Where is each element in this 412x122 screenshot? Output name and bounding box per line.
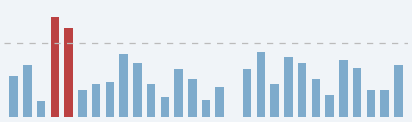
Bar bbox=[188, 79, 197, 117]
Bar bbox=[119, 54, 128, 117]
Bar bbox=[298, 62, 307, 117]
Bar bbox=[270, 84, 279, 117]
Bar bbox=[339, 60, 348, 117]
Bar bbox=[23, 65, 32, 117]
Bar bbox=[284, 57, 293, 117]
Bar bbox=[51, 17, 59, 117]
Bar bbox=[174, 69, 183, 117]
Bar bbox=[64, 28, 73, 117]
Bar bbox=[325, 95, 334, 117]
Bar bbox=[105, 82, 114, 117]
Bar bbox=[215, 86, 224, 117]
Bar bbox=[202, 100, 210, 117]
Bar bbox=[37, 101, 45, 117]
Bar bbox=[133, 62, 142, 117]
Bar bbox=[367, 90, 375, 117]
Bar bbox=[257, 52, 265, 117]
Bar bbox=[147, 84, 155, 117]
Bar bbox=[311, 79, 320, 117]
Bar bbox=[243, 69, 251, 117]
Bar bbox=[394, 65, 403, 117]
Bar bbox=[9, 76, 18, 117]
Bar bbox=[353, 68, 361, 117]
Bar bbox=[380, 90, 389, 117]
Bar bbox=[78, 90, 87, 117]
Bar bbox=[161, 97, 169, 117]
Bar bbox=[92, 84, 101, 117]
